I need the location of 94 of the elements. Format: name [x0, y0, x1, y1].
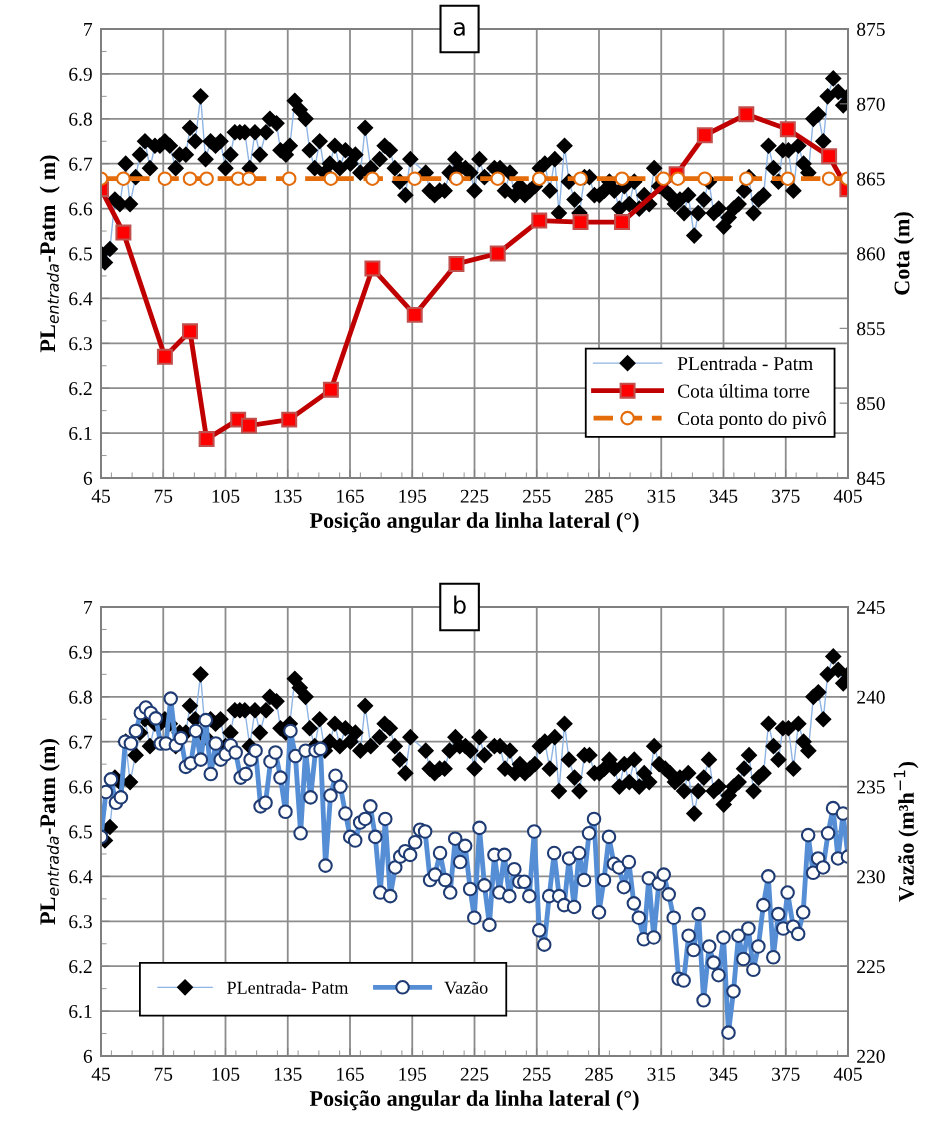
- legend-label: Vazão: [444, 981, 488, 994]
- point: [573, 171, 588, 186]
- legend-label: PLentrada - Patm: [677, 356, 813, 371]
- y2-tick-label: 240: [857, 690, 885, 704]
- x-tick-label: 345: [709, 1067, 738, 1081]
- point: [157, 171, 173, 186]
- y-tick-label: 6.9: [69, 645, 92, 659]
- y-tick-label: 6.5: [69, 247, 92, 261]
- y-tick-label: 6.1: [69, 1004, 92, 1019]
- y-tick-label: 6.5: [69, 825, 92, 839]
- point: [531, 171, 547, 186]
- x-tick-label: 45: [91, 489, 110, 503]
- y2-axis-title: Cota (m): [893, 212, 914, 295]
- point: [780, 171, 796, 186]
- point: [670, 171, 686, 186]
- y-tick-label: 7: [84, 601, 93, 614]
- x-tick-label: 255: [523, 489, 551, 503]
- point: [241, 171, 257, 186]
- y2-tick-label: 245: [857, 600, 885, 614]
- y-tick-label: 6.2: [69, 382, 92, 396]
- point: [490, 171, 506, 186]
- y2-tick-label: 875: [857, 22, 885, 36]
- y2-tick-label: 860: [857, 247, 885, 261]
- x-tick-label: 285: [585, 489, 613, 503]
- x-tick-label: 225: [460, 1067, 489, 1081]
- y-tick-label: 6.7: [69, 735, 93, 749]
- annotation: a: [453, 22, 465, 36]
- point: [182, 171, 198, 186]
- point: [614, 171, 630, 186]
- y-tick-label: 6.6: [69, 780, 93, 794]
- point: [281, 171, 297, 186]
- y2-tick-label: 850: [857, 396, 885, 411]
- x-tick-label: 75: [154, 1067, 173, 1081]
- y2-tick-label: 870: [857, 97, 885, 111]
- y-axis-title: PL$_{entrada}$-Patm (m): [39, 739, 60, 925]
- x-tick-label: 405: [833, 1067, 862, 1081]
- x-tick-label: 195: [399, 489, 427, 503]
- point: [697, 171, 713, 186]
- x-tick-label: 135: [274, 1067, 302, 1081]
- point: [365, 171, 380, 186]
- x-tick-label: 315: [647, 489, 676, 503]
- point: [199, 171, 214, 186]
- y-tick-label: 7: [84, 23, 93, 36]
- legend-label: Cota última torre: [677, 383, 810, 398]
- x-tick-label: 255: [523, 1067, 551, 1081]
- y2-tick-label: 235: [857, 780, 885, 794]
- x-tick-label: 375: [772, 1067, 800, 1081]
- y-tick-label: 6.4: [69, 870, 93, 884]
- y2-tick-label: 855: [857, 322, 885, 336]
- y-tick-label: 6.7: [69, 157, 93, 171]
- point: [407, 171, 423, 186]
- x-tick-label: 45: [91, 1067, 110, 1081]
- y2-tick-label: 865: [857, 172, 885, 186]
- y-tick-label: 6: [83, 1049, 93, 1063]
- legend-label: Cota ponto do pivô: [677, 411, 827, 430]
- y-tick-label: 6.8: [69, 112, 92, 126]
- y2-tick-label: 230: [857, 870, 885, 884]
- y-tick-label: 6.8: [69, 690, 92, 704]
- point: [821, 171, 837, 186]
- y2-tick-label: 225: [857, 960, 885, 974]
- x-tick-label: 375: [772, 489, 800, 503]
- point: [116, 171, 131, 186]
- x-tick-label: 135: [274, 489, 302, 503]
- annotation: b: [454, 595, 466, 614]
- y-tick-label: 6.2: [69, 960, 92, 974]
- y-tick-label: 6.3: [69, 915, 92, 929]
- x-tick-label: 75: [154, 489, 173, 503]
- legend-label: PLentrada- Patm: [227, 981, 349, 994]
- x-tick-label: 165: [337, 489, 364, 503]
- y2-tick-label: 220: [857, 1049, 885, 1063]
- x-tick-label: 225: [460, 489, 489, 503]
- x-tick-label: 165: [337, 1067, 364, 1081]
- y-tick-label: 6.3: [69, 337, 92, 351]
- x-axis-title: Posição angular da linha lateral (°): [309, 512, 639, 533]
- point: [323, 171, 339, 186]
- x-tick-label: 405: [833, 489, 862, 503]
- point: [739, 171, 754, 186]
- point: [449, 171, 464, 186]
- y-tick-label: 6.1: [69, 426, 92, 441]
- x-tick-label: 285: [585, 1067, 613, 1081]
- y-tick-label: 6.4: [69, 292, 93, 306]
- point: [656, 171, 671, 186]
- y-tick-label: 6.9: [69, 67, 92, 81]
- x-tick-label: 105: [212, 489, 240, 503]
- y-axis-title: PL$_{entrada}$-Patm ( m): [39, 155, 60, 353]
- x-tick-label: 105: [212, 1067, 240, 1081]
- x-tick-label: 315: [647, 1067, 676, 1081]
- x-axis-title: Posição angular da linha lateral (°): [309, 1090, 639, 1111]
- y-tick-label: 6.6: [69, 202, 93, 216]
- y2-axis-title: Vazão (m³h$^{−1}$): [893, 762, 919, 902]
- x-tick-label: 195: [399, 1067, 427, 1081]
- y-tick-label: 6: [83, 471, 93, 485]
- y2-tick-label: 845: [857, 471, 885, 485]
- x-tick-label: 345: [709, 489, 738, 503]
